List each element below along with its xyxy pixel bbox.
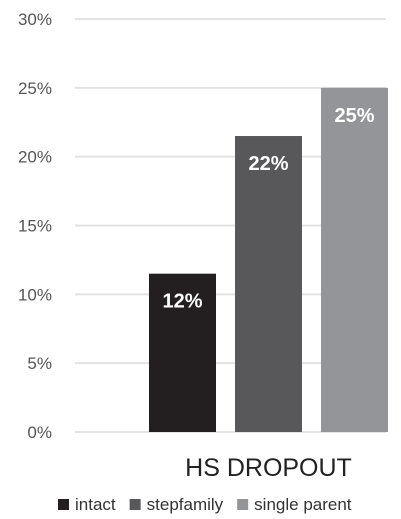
gridlines xyxy=(75,18,386,433)
y-tick-label: 25% xyxy=(18,79,52,98)
y-tick-label: 5% xyxy=(27,354,52,373)
y-axis-ticks: 0% 5% 10% 15% 20% 25% 30% xyxy=(18,10,52,442)
y-tick-label: 10% xyxy=(18,285,52,304)
data-label: 25% xyxy=(334,105,374,127)
data-label: 22% xyxy=(248,153,288,175)
legend-label: single parent xyxy=(254,495,352,514)
bar-single-parent xyxy=(321,87,388,432)
category-label: HS DROPOUT xyxy=(185,454,352,482)
bar-stepfamily xyxy=(235,136,302,432)
legend-label: intact xyxy=(75,495,116,514)
legend: intact stepfamily single parent xyxy=(58,495,352,514)
y-tick-label: 30% xyxy=(18,10,52,29)
data-labels: 12% 22% 25% xyxy=(162,105,374,313)
legend-swatch xyxy=(58,499,69,510)
y-tick-label: 20% xyxy=(18,148,52,167)
y-tick-label: 0% xyxy=(27,423,52,442)
legend-swatch xyxy=(129,499,141,510)
y-tick-label: 15% xyxy=(18,217,52,236)
category-labels: HS DROPOUT xyxy=(185,454,352,482)
legend-swatch xyxy=(237,499,249,510)
bar-intact xyxy=(149,273,216,432)
bars xyxy=(149,87,388,432)
data-label: 12% xyxy=(162,291,202,313)
legend-label: stepfamily xyxy=(147,495,224,514)
